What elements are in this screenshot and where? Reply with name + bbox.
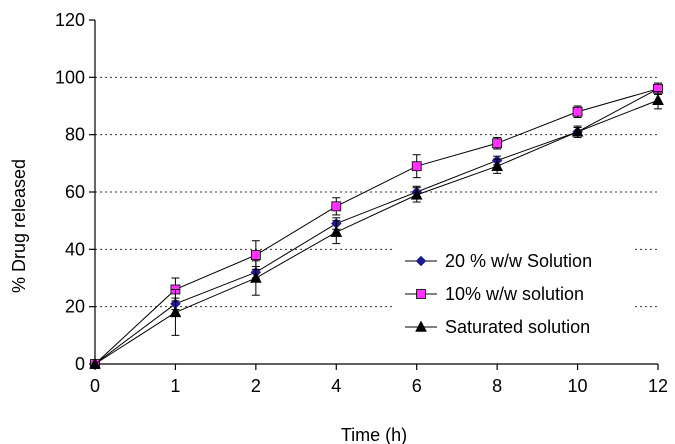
x-tick-label: 1 [170,376,180,396]
data-point [249,271,262,283]
series-3 [89,91,664,369]
legend-marker [415,320,427,332]
series-line [94,88,659,365]
series-line [94,88,659,365]
legend-box [395,243,635,343]
x-tick-label: 8 [492,376,502,396]
data-point [169,305,182,318]
x-tick-label: 10 [568,376,588,396]
y-tick-label: 20 [65,297,85,317]
data-point [411,161,422,172]
y-tick-label: 0 [75,354,85,374]
y-axis-label: % Drug released [9,159,29,293]
y-tick-label: 60 [65,182,85,202]
data-point [89,357,101,369]
gridlines [95,76,658,308]
data-point [492,138,503,149]
data-point [652,93,664,106]
x-tick-label: 0 [90,376,100,396]
x-axis-label: Time (h) [341,425,407,444]
series-line [94,99,659,365]
legend-label: 10% w/w solution [445,284,584,304]
legend-marker [415,255,427,267]
y-tick-label: 120 [55,10,85,30]
legend: 20 % w/w Solution 10% w/w solution Saturat… [395,243,635,343]
legend-marker [416,289,426,299]
x-tick-label: 4 [331,376,341,396]
y-tick-label: 100 [55,67,85,87]
data-point [330,225,343,237]
data-point [571,125,584,137]
x-tick-label: 6 [412,376,422,396]
data-point [250,250,261,260]
data-point [491,159,504,171]
y-tick-label: 40 [65,239,85,259]
plot-series [89,82,664,370]
x-tick-label: 12 [648,376,668,396]
data-point [410,188,423,200]
data-point [331,201,342,212]
x-tick-label: 2 [251,376,261,396]
data-point [572,106,583,117]
legend-label: Saturated solution [445,317,590,337]
legend-label: 20 % w/w Solution [445,251,592,271]
y-tick-label: 80 [65,125,85,145]
